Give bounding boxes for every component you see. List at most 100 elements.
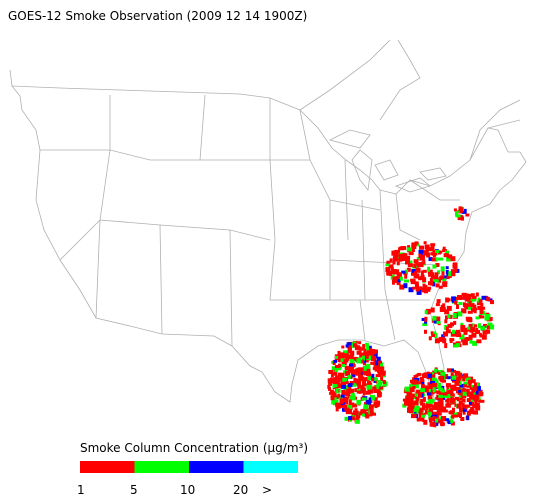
smoke-pixel: [442, 281, 448, 285]
smoke-pixel: [442, 391, 448, 396]
smoke-pixel: [365, 368, 371, 374]
smoke-pixel: [428, 257, 433, 261]
smoke-pixel: [474, 402, 480, 407]
smoke-pixel: [413, 274, 419, 279]
smoke-pixel: [445, 383, 451, 388]
smoke-pixel: [429, 417, 432, 423]
smoke-pixel: [484, 315, 490, 321]
smoke-pixel: [429, 277, 433, 282]
smoke-pixel: [468, 306, 471, 310]
smoke-pixel: [485, 329, 491, 334]
smoke-pixel: [377, 382, 381, 387]
smoke-pixel: [411, 242, 417, 247]
smoke-pixel: [446, 256, 452, 262]
smoke-pixel: [463, 293, 467, 297]
smoke-pixel: [434, 338, 440, 344]
smoke-pixel: [343, 397, 348, 403]
smoke-pixel: [440, 275, 445, 280]
smoke-pixel: [398, 253, 404, 258]
smoke-pixel: [490, 300, 494, 305]
smoke-pixel: [349, 363, 353, 369]
smoke-pixel: [450, 331, 456, 337]
smoke-pixel: [421, 287, 426, 293]
smoke-pixel: [434, 368, 438, 373]
smoke-pixel: [416, 417, 421, 422]
smoke-pixel: [471, 323, 475, 328]
smoke-pixel: [440, 422, 445, 427]
smoke-pixel: [419, 257, 425, 261]
smoke-pixel: [337, 354, 342, 359]
smoke-pixel: [431, 257, 436, 262]
smoke-pixel: [394, 253, 399, 257]
smoke-pixel: [438, 336, 444, 342]
smoke-pixel: [459, 413, 462, 418]
smoke-pixel: [456, 412, 460, 418]
smoke-pixel: [412, 383, 415, 388]
smoke-pixel: [363, 348, 367, 354]
smoke-pixel: [441, 417, 446, 421]
smoke-pixel: [423, 241, 427, 245]
smoke-pixel: [350, 416, 355, 421]
smoke-pixel: [462, 395, 467, 399]
smoke-pixel: [455, 386, 461, 390]
smoke-pixel: [434, 257, 438, 262]
smoke-pixel: [331, 393, 337, 398]
smoke-pixel: [446, 305, 452, 311]
smoke-pixel: [362, 369, 367, 375]
smoke-pixel: [447, 254, 453, 259]
smoke-pixel: [332, 380, 338, 386]
smoke-pixel: [414, 243, 420, 247]
smoke-pixel: [372, 367, 376, 371]
smoke-pixel: [413, 265, 417, 269]
smoke-pixel: [468, 300, 472, 305]
smoke-pixel: [435, 396, 440, 400]
smoke-pixel: [452, 414, 458, 418]
smoke-pixel: [428, 414, 433, 419]
smoke-pixel: [431, 382, 437, 387]
smoke-pixel: [438, 285, 443, 289]
smoke-pixel: [465, 388, 470, 393]
smoke-pixel: [430, 331, 434, 335]
smoke-pixel: [391, 269, 397, 273]
smoke-pixel: [422, 323, 428, 326]
great-lakes: [328, 129, 447, 193]
smoke-pixel: [422, 405, 426, 411]
smoke-pixel: [406, 247, 412, 252]
smoke-pixel: [473, 309, 477, 314]
smoke-pixel: [479, 334, 485, 338]
smoke-pixel: [403, 283, 408, 289]
smoke-pixel: [452, 329, 455, 334]
smoke-pixel: [464, 297, 469, 302]
smoke-pixel: [414, 383, 419, 389]
smoke-pixel: [450, 322, 454, 327]
smoke-pixel: [364, 342, 369, 347]
smoke-pixel: [466, 410, 471, 416]
smoke-pixel: [377, 391, 382, 397]
smoke-pixel: [460, 397, 463, 401]
smoke-pixel: [427, 266, 431, 272]
smoke-pixel: [480, 326, 486, 331]
smoke-pixel: [462, 407, 467, 412]
smoke-pixel: [442, 303, 446, 308]
smoke-pixel: [439, 375, 445, 381]
smoke-pixel: [424, 316, 428, 322]
smoke-pixel: [446, 376, 451, 380]
smoke-pixel: [463, 384, 467, 388]
smoke-pixel: [420, 402, 426, 406]
smoke-pixel: [430, 243, 436, 247]
smoke-pixel: [335, 402, 341, 408]
smoke-pixel: [354, 412, 359, 416]
smoke-pixel: [458, 381, 462, 385]
smoke-pixel: [453, 369, 457, 373]
smoke-pixel: [466, 295, 472, 300]
smoke-pixel: [413, 400, 419, 406]
smoke-pixel: [468, 401, 472, 405]
smoke-pixel: [374, 368, 379, 372]
smoke-pixel: [429, 272, 434, 277]
smoke-pixel: [423, 284, 428, 288]
smoke-pixel: [418, 380, 423, 385]
smoke-pixel: [486, 297, 491, 302]
smoke-pixel: [458, 206, 463, 212]
smoke-pixel: [447, 421, 451, 425]
smoke-pixel: [427, 396, 431, 400]
